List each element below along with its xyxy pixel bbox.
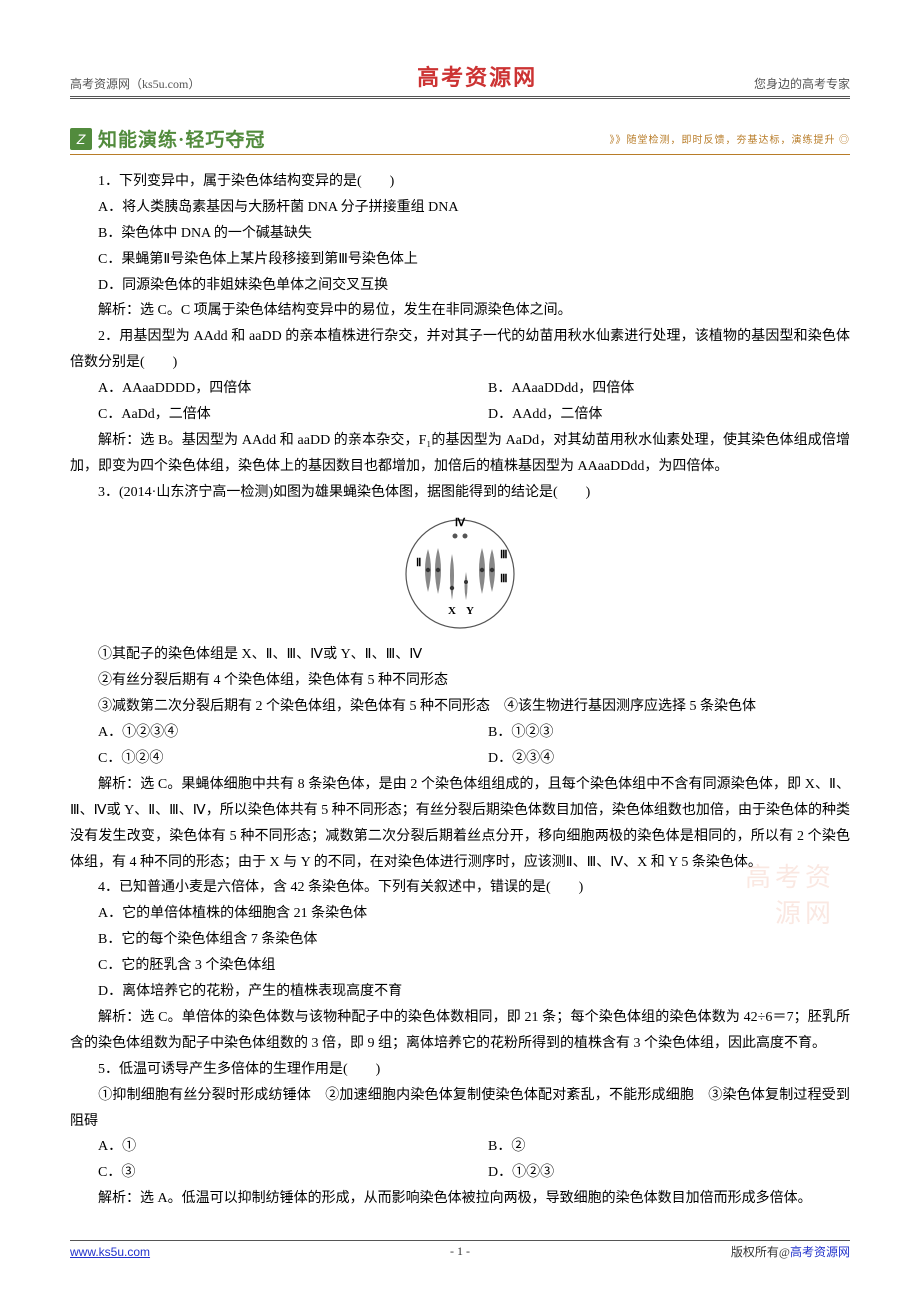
- q4-option-b: B．它的每个染色体组含 7 条染色体: [70, 927, 850, 953]
- banner-title: 知能演练·轻巧夺冠: [98, 125, 265, 152]
- footer-at: @: [779, 1245, 790, 1259]
- q2-stem-text: 2．用基因型为 AAdd 和 aaDD 的亲本植株进行杂交，并对其子一代的幼苗用…: [70, 329, 850, 370]
- banner-icon: Z: [70, 128, 92, 150]
- footer-suffix: 高考资源网: [790, 1245, 850, 1259]
- q4-answer: 解析：选 C。单倍体的染色体数与该物种配子中的染色体数相同，即 21 条；每个染…: [70, 1005, 850, 1057]
- q3-statement-2: ②有丝分裂后期有 4 个染色体组，染色体有 5 种不同形态: [70, 668, 850, 694]
- q5-options: A．① C．③ B．② D．①②③: [70, 1134, 850, 1186]
- label-iii-2: Ⅲ: [500, 573, 508, 585]
- chromosome-svg: Ⅳ Ⅱ Ⅲ Ⅲ X Y: [400, 514, 520, 629]
- footer-link[interactable]: www.ks5u.com: [70, 1245, 150, 1259]
- q5-stem: 5．低温可诱导产生多倍体的生理作用是( ): [70, 1057, 850, 1083]
- q2-option-a: A．AAaaDDDD，四倍体: [70, 376, 460, 402]
- page-header: 高考资源网（ks5u.com） 高考资源网 您身边的高考专家: [70, 60, 850, 92]
- q2-answer: 解析：选 B。基因型为 AAdd 和 aaDD 的亲本杂交，F₁的基因型为 Aa…: [70, 428, 850, 480]
- q5-statements: ①抑制细胞有丝分裂时形成纺锤体 ②加速细胞内染色体复制使染色体配对紊乱，不能形成…: [70, 1083, 850, 1135]
- header-left-text: 高考资源网（ks5u.com）: [70, 75, 200, 92]
- q5-option-a: A．①: [70, 1134, 460, 1160]
- footer-prefix: 版权所有: [731, 1245, 779, 1259]
- label-ii: Ⅱ: [416, 557, 421, 569]
- label-iv: Ⅳ: [455, 517, 466, 529]
- q1-option-a: A．将人类胰岛素基因与大肠杆菌 DNA 分子拼接重组 DNA: [70, 195, 850, 221]
- header-right-text: 您身边的高考专家: [754, 75, 850, 92]
- chromosome-figure: Ⅳ Ⅱ Ⅲ Ⅲ X Y: [70, 514, 850, 639]
- q3-stem: 3．(2014·山东济宁高一检测)如图为雄果蝇染色体图，据图能得到的结论是( ): [70, 480, 850, 506]
- q5-option-b: B．②: [460, 1134, 850, 1160]
- header-rule: [70, 96, 850, 99]
- q2-option-b: B．AAaaDDdd，四倍体: [460, 376, 850, 402]
- q3-options: A．①②③④ C．①②④ B．①②③ D．②③④: [70, 720, 850, 772]
- q4-option-a: A．它的单倍体植株的体细胞含 21 条染色体: [70, 901, 850, 927]
- q3-option-a: A．①②③④: [70, 720, 460, 746]
- footer-copyright: 版权所有@高考资源网: [731, 1243, 850, 1260]
- page-container: 高考资源网（ks5u.com） 高考资源网 您身边的高考专家 Z 知能演练·轻巧…: [0, 0, 920, 1300]
- q5-option-c: C．③: [70, 1160, 460, 1186]
- q5-option-d: D．①②③: [460, 1160, 850, 1186]
- q3-option-c: C．①②④: [70, 746, 460, 772]
- banner-subtitle: 》》随堂检测，即时反馈，夯基达标，演练提升 ◎: [610, 131, 851, 146]
- q5-s1-text: ①抑制细胞有丝分裂时形成纺锤体 ②加速细胞内染色体复制使染色体配对紊乱，不能形成…: [70, 1088, 850, 1129]
- content-body: 1．下列变异中，属于染色体结构变异的是( ) A．将人类胰岛素基因与大肠杆菌 D…: [70, 169, 850, 1212]
- q2-options: A．AAaaDDDD，四倍体 C．AaDd，二倍体 B．AAaaDDdd，四倍体…: [70, 376, 850, 428]
- q4-option-c: C．它的胚乳含 3 个染色体组: [70, 953, 850, 979]
- q1-answer: 解析：选 C。C 项属于染色体结构变异中的易位，发生在非同源染色体之间。: [70, 298, 850, 324]
- q4-option-d: D．离体培养它的花粉，产生的植株表现高度不育: [70, 979, 850, 1005]
- q3-option-d: D．②③④: [460, 746, 850, 772]
- label-iii-1: Ⅲ: [500, 549, 508, 561]
- q4-stem: 4．已知普通小麦是六倍体，含 42 条染色体。下列有关叙述中，错误的是( ): [70, 875, 850, 901]
- section-banner: Z 知能演练·轻巧夺冠 》》随堂检测，即时反馈，夯基达标，演练提升 ◎: [70, 125, 850, 155]
- q3-answer: 解析：选 C。果蝇体细胞中共有 8 条染色体，是由 2 个染色体组组成的，且每个…: [70, 772, 850, 876]
- label-y: Y: [466, 605, 474, 617]
- q3-statement-3: ③减数第二次分裂后期有 2 个染色体组，染色体有 5 种不同形态 ④该生物进行基…: [70, 694, 850, 720]
- label-x: X: [448, 605, 456, 617]
- q1-option-d: D．同源染色体的非姐妹染色单体之间交叉互换: [70, 273, 850, 299]
- q3-statement-1: ①其配子的染色体组是 X、Ⅱ、Ⅲ、Ⅳ或 Y、Ⅱ、Ⅲ、Ⅳ: [70, 642, 850, 668]
- q3-option-b: B．①②③: [460, 720, 850, 746]
- q3-s3-text: ③减数第二次分裂后期有 2 个染色体组，染色体有 5 种不同形态 ④该生物进行基…: [98, 699, 756, 714]
- footer-page-number: - 1 -: [450, 1244, 470, 1259]
- q1-option-c: C．果蝇第Ⅱ号染色体上某片段移接到第Ⅲ号染色体上: [70, 247, 850, 273]
- page-footer: www.ks5u.com - 1 - 版权所有@高考资源网: [70, 1240, 850, 1260]
- q2-stem: 2．用基因型为 AAdd 和 aaDD 的亲本植株进行杂交，并对其子一代的幼苗用…: [70, 324, 850, 376]
- q2-option-d: D．AAdd，二倍体: [460, 402, 850, 428]
- q2-option-c: C．AaDd，二倍体: [70, 402, 460, 428]
- q1-stem: 1．下列变异中，属于染色体结构变异的是( ): [70, 169, 850, 195]
- header-center-logo: 高考资源网: [417, 60, 537, 92]
- q1-option-b: B．染色体中 DNA 的一个碱基缺失: [70, 221, 850, 247]
- q5-answer: 解析：选 A。低温可以抑制纺锤体的形成，从而影响染色体被拉向两极，导致细胞的染色…: [70, 1186, 850, 1212]
